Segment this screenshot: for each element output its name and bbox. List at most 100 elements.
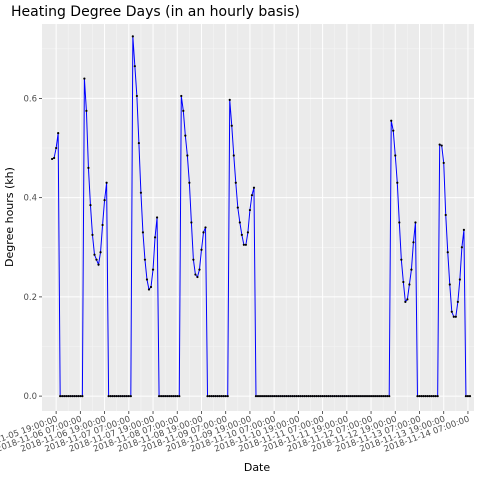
data-point <box>160 395 162 397</box>
data-point <box>188 182 190 184</box>
data-point <box>61 395 63 397</box>
data-point <box>166 395 168 397</box>
data-point <box>257 395 259 397</box>
data-point <box>374 395 376 397</box>
data-point <box>317 395 319 397</box>
data-point <box>130 395 132 397</box>
data-point <box>95 259 97 261</box>
data-point <box>328 395 330 397</box>
data-point <box>424 395 426 397</box>
data-point <box>309 395 311 397</box>
data-point <box>164 395 166 397</box>
data-point <box>196 276 198 278</box>
data-point <box>388 395 390 397</box>
y-axis: 0.0 0.2 0.4 0.6 <box>23 94 42 402</box>
data-point <box>140 192 142 194</box>
data-point <box>380 395 382 397</box>
data-point <box>106 182 108 184</box>
data-point <box>330 395 332 397</box>
data-point <box>263 395 265 397</box>
data-point <box>146 278 148 280</box>
data-point <box>303 395 305 397</box>
data-point <box>400 259 402 261</box>
data-point <box>73 395 75 397</box>
data-point <box>126 395 128 397</box>
data-point <box>449 283 451 285</box>
data-point <box>311 395 313 397</box>
data-point <box>386 395 388 397</box>
data-point <box>192 259 194 261</box>
data-point <box>412 241 414 243</box>
data-point <box>396 182 398 184</box>
data-point <box>170 395 172 397</box>
data-point <box>370 395 372 397</box>
y-axis-title: Degree hours (kh) <box>3 167 16 267</box>
data-point <box>356 395 358 397</box>
data-point <box>390 120 392 122</box>
data-point <box>124 395 126 397</box>
data-point <box>418 395 420 397</box>
data-point <box>118 395 120 397</box>
data-point <box>261 395 263 397</box>
data-point <box>206 395 208 397</box>
data-point <box>267 395 269 397</box>
data-point <box>243 244 245 246</box>
data-point <box>439 143 441 145</box>
data-point <box>293 395 295 397</box>
data-point <box>116 395 118 397</box>
data-point <box>101 224 103 226</box>
data-point <box>326 395 328 397</box>
data-point <box>184 135 186 137</box>
data-point <box>112 395 114 397</box>
data-point <box>212 395 214 397</box>
data-point <box>287 395 289 397</box>
data-point <box>221 395 223 397</box>
data-point <box>237 206 239 208</box>
data-point <box>75 395 77 397</box>
data-point <box>168 395 170 397</box>
data-point <box>324 395 326 397</box>
data-point <box>150 286 152 288</box>
data-point <box>406 298 408 300</box>
data-point <box>138 142 140 144</box>
data-point <box>352 395 354 397</box>
data-point <box>245 244 247 246</box>
data-point <box>51 158 53 160</box>
data-point <box>156 216 158 218</box>
data-point <box>219 395 221 397</box>
data-point <box>114 395 116 397</box>
data-point <box>59 395 61 397</box>
data-point <box>158 395 160 397</box>
data-point <box>249 209 251 211</box>
data-point <box>457 301 459 303</box>
data-point <box>469 395 471 397</box>
data-point <box>186 154 188 156</box>
data-point <box>134 65 136 67</box>
data-point <box>455 316 457 318</box>
data-point <box>428 395 430 397</box>
data-point <box>93 254 95 256</box>
data-point <box>241 234 243 236</box>
data-point <box>174 395 176 397</box>
data-point <box>346 395 348 397</box>
data-point <box>223 395 225 397</box>
data-point <box>233 154 235 156</box>
data-point <box>148 288 150 290</box>
data-point <box>354 395 356 397</box>
data-point <box>408 283 410 285</box>
data-point <box>178 395 180 397</box>
data-point <box>87 167 89 169</box>
data-point <box>376 395 378 397</box>
y-tick-label: 0.4 <box>23 194 37 204</box>
data-point <box>85 110 87 112</box>
data-point <box>315 395 317 397</box>
data-point <box>416 395 418 397</box>
data-point <box>340 395 342 397</box>
data-point <box>445 214 447 216</box>
data-point <box>344 395 346 397</box>
data-point <box>265 395 267 397</box>
data-point <box>227 395 229 397</box>
data-point <box>297 395 299 397</box>
y-tick-label: 0.2 <box>23 293 37 303</box>
data-point <box>410 269 412 271</box>
